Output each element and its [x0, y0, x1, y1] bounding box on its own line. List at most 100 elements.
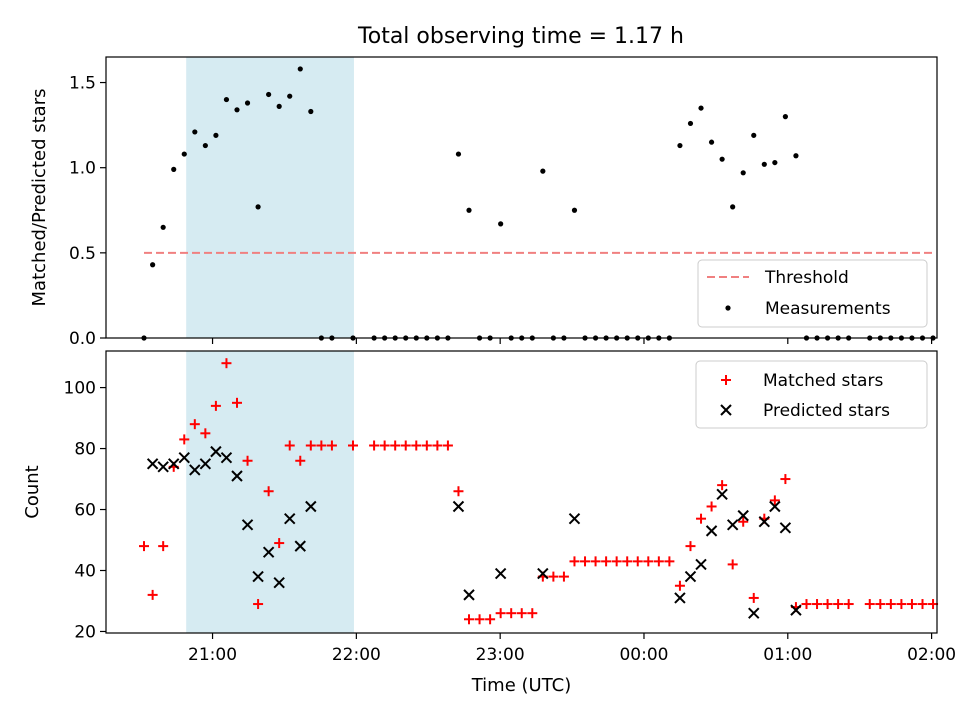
matched-star-point — [464, 614, 475, 625]
matched-star-point — [516, 608, 527, 619]
measurement-point — [171, 166, 177, 172]
matched-star-point — [527, 608, 538, 619]
matched-star-point — [253, 599, 264, 610]
predicted-star-point — [241, 519, 254, 531]
matched-star-point — [917, 599, 928, 610]
cross-b — [178, 451, 190, 464]
predicted-star-point — [716, 488, 728, 500]
matched-star-point — [685, 541, 696, 552]
chart-title: Total observing time = 1.17 h — [357, 24, 684, 49]
cross-b — [716, 488, 728, 500]
matched-star-point — [231, 397, 242, 408]
cross-b — [294, 540, 306, 552]
matched-star-point — [738, 516, 749, 527]
measurement-point — [266, 91, 272, 98]
predicted-star-point — [494, 567, 507, 580]
predicted-star-point — [452, 500, 465, 513]
matched-star-point — [506, 608, 517, 619]
matched-star-point — [453, 486, 464, 497]
y-tick-label: 0.5 — [69, 244, 96, 264]
measurement-point — [698, 105, 704, 111]
predicted-star-point — [568, 512, 581, 525]
top-axes-frame — [105, 56, 938, 339]
matched-star-point — [432, 440, 443, 451]
cross-b — [769, 500, 781, 513]
cross-b — [168, 458, 180, 470]
y-tick-label: 40 — [74, 562, 96, 582]
measurement-point — [708, 139, 715, 145]
x-tick-label: 21:00 — [188, 645, 237, 665]
predicted-star-point — [178, 451, 190, 464]
matched-star-point — [580, 556, 591, 567]
cross-b — [241, 519, 254, 531]
measurement-point — [455, 151, 462, 157]
matched-star-point — [369, 440, 380, 451]
matched-star-point — [485, 614, 496, 625]
measurement-point — [308, 108, 314, 115]
cross-b — [705, 525, 718, 537]
matched-star-point — [189, 419, 200, 430]
matched-star-point — [147, 589, 158, 600]
cross-b — [790, 604, 802, 616]
cross-b — [273, 576, 285, 589]
predicted-star-point — [220, 451, 233, 464]
bottom-x-axis-label: Time (UTC) — [471, 675, 572, 696]
matched-star-point — [717, 480, 728, 491]
predicted-star-point — [748, 607, 760, 619]
matched-star-point — [653, 556, 664, 567]
count-points — [139, 358, 939, 625]
cross-b — [189, 464, 201, 476]
matched-star-point — [442, 440, 453, 451]
matched-star-point — [833, 599, 844, 610]
predicted-star-point — [737, 509, 749, 522]
cross-b — [252, 570, 264, 583]
cross-b — [210, 445, 222, 458]
cross-b — [568, 512, 581, 525]
measurement-point — [571, 207, 578, 213]
measurement-point — [761, 161, 767, 167]
bottom-legend: Matched stars Predicted stars — [695, 360, 928, 429]
matched-star-point — [242, 455, 253, 466]
matched-star-point — [706, 501, 717, 512]
predicted-star-point — [726, 519, 739, 531]
predicted-star-point — [769, 500, 781, 513]
y-tick-label: 1.5 — [69, 74, 96, 94]
measurement-point — [687, 120, 694, 127]
cross-b — [284, 512, 296, 525]
legend-predicted-swatch — [720, 404, 732, 416]
cross-b — [779, 522, 792, 534]
matched-star-point — [200, 428, 211, 439]
matched-star-point — [548, 571, 559, 582]
measurement-point — [466, 207, 472, 213]
predicted-star-point — [463, 589, 475, 601]
cross-b — [494, 567, 507, 580]
matched-star-point — [643, 556, 654, 567]
count-panel: 20 40 60 80 100 21:00 22:00 23:00 00:00 01:00 02:… — [22, 350, 956, 696]
cross-b — [537, 567, 549, 580]
measurement-point — [255, 204, 261, 210]
cross-b — [146, 458, 159, 470]
matched-star-point — [390, 440, 401, 451]
measurement-point — [751, 132, 757, 138]
matched-star-point — [622, 556, 633, 567]
matched-star-point — [822, 599, 833, 610]
matched-star-point — [674, 580, 685, 591]
measurement-point — [202, 142, 208, 149]
matched-star-point — [906, 599, 917, 610]
measurement-point — [730, 204, 736, 210]
top-y-axis-label: Matched/Predicted stars — [29, 89, 50, 307]
matched-star-point — [801, 599, 812, 610]
matched-star-point — [843, 599, 854, 610]
matched-star-point — [812, 599, 823, 610]
predicted-star-point — [674, 592, 686, 604]
cross-b — [463, 589, 475, 601]
matched-star-point — [316, 440, 327, 451]
measurement-point — [192, 129, 198, 135]
predicted-star-point — [231, 470, 243, 482]
predicted-star-point — [537, 567, 549, 580]
matched-star-point — [495, 608, 506, 619]
predicted-star-point — [252, 570, 264, 583]
predicted-star-point — [273, 576, 285, 589]
measurement-point — [772, 159, 778, 166]
matched-star-point — [379, 440, 390, 451]
